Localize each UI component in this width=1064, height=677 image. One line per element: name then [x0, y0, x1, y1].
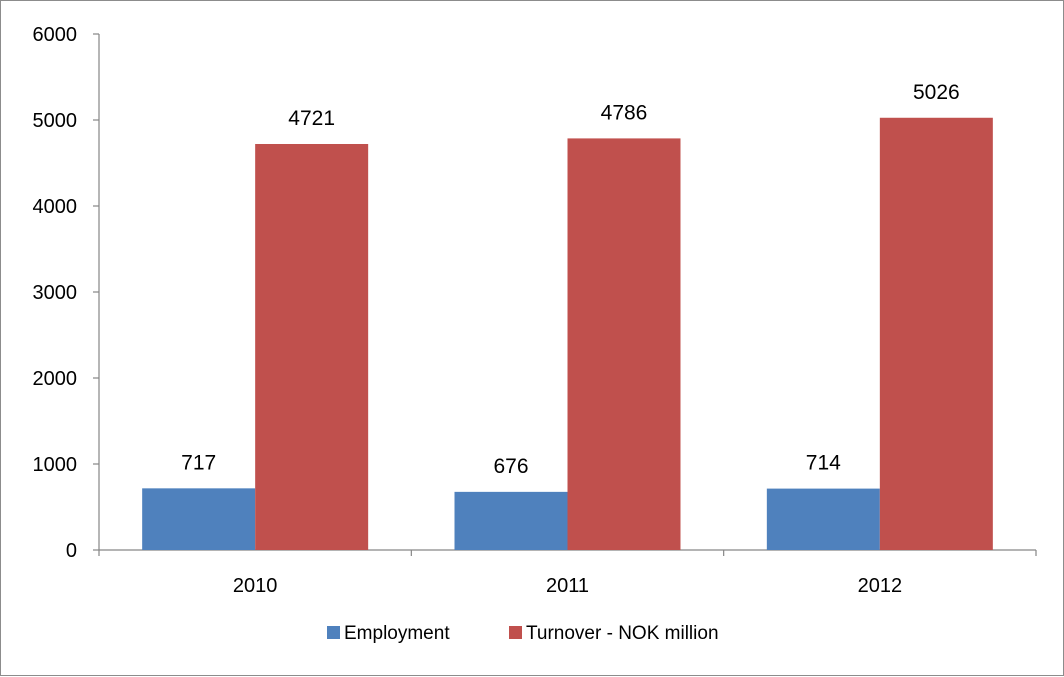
y-tick-label: 1000 — [33, 454, 78, 476]
data-label: 5026 — [913, 81, 960, 104]
y-tick-label: 2000 — [33, 368, 78, 390]
bar-turnover-2011 — [567, 138, 681, 551]
bar-turnover-2010 — [255, 143, 369, 550]
bar-employment-2010 — [142, 488, 256, 550]
bar-turnover-2012 — [879, 117, 993, 550]
x-category-label: 2011 — [546, 575, 589, 597]
data-label: 676 — [493, 455, 528, 478]
x-axis-category-labels: 2010 2011 2012 — [233, 575, 902, 597]
x-category-label: 2010 — [233, 575, 278, 597]
legend: Employment Turnover - NOK million — [327, 623, 719, 644]
bars — [142, 117, 993, 551]
data-label: 4786 — [601, 101, 648, 124]
x-category-label: 2012 — [858, 575, 903, 597]
legend-swatch — [327, 626, 340, 639]
y-tick-label: 6000 — [33, 24, 78, 46]
y-tick-label: 0 — [66, 540, 77, 562]
data-label: 714 — [806, 452, 841, 475]
data-label: 717 — [181, 451, 216, 474]
bar-employment-2011 — [454, 491, 568, 550]
legend-swatch — [509, 626, 522, 639]
data-labels: 717 4721 676 4786 714 5026 — [181, 81, 960, 478]
y-tick-label: 5000 — [33, 110, 78, 132]
y-axis-tick-labels: 0 1000 2000 3000 4000 5000 6000 — [33, 24, 78, 562]
bar-employment-2012 — [766, 488, 880, 550]
y-tick-label: 4000 — [33, 196, 78, 218]
y-tick-label: 3000 — [33, 282, 78, 304]
data-label: 4721 — [288, 107, 335, 130]
legend-label: Employment — [344, 623, 450, 644]
legend-label: Turnover - NOK million — [526, 623, 719, 644]
